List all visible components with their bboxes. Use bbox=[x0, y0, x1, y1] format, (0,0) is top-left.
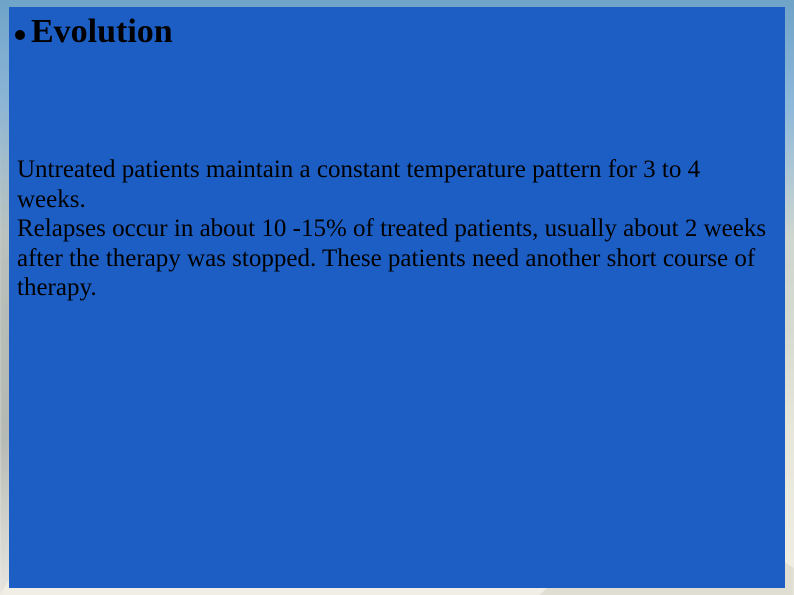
title-row: Evolution bbox=[15, 15, 173, 49]
body-paragraph-2: Relapses occur in about 10 -15% of treat… bbox=[17, 214, 769, 303]
content-panel: Evolution Untreated patients maintain a … bbox=[9, 7, 785, 588]
slide-body: Untreated patients maintain a constant t… bbox=[17, 155, 769, 303]
bullet-icon bbox=[15, 30, 25, 40]
slide-title: Evolution bbox=[31, 15, 173, 49]
body-paragraph-1: Untreated patients maintain a constant t… bbox=[17, 155, 769, 214]
slide-background: Evolution Untreated patients maintain a … bbox=[0, 0, 794, 595]
